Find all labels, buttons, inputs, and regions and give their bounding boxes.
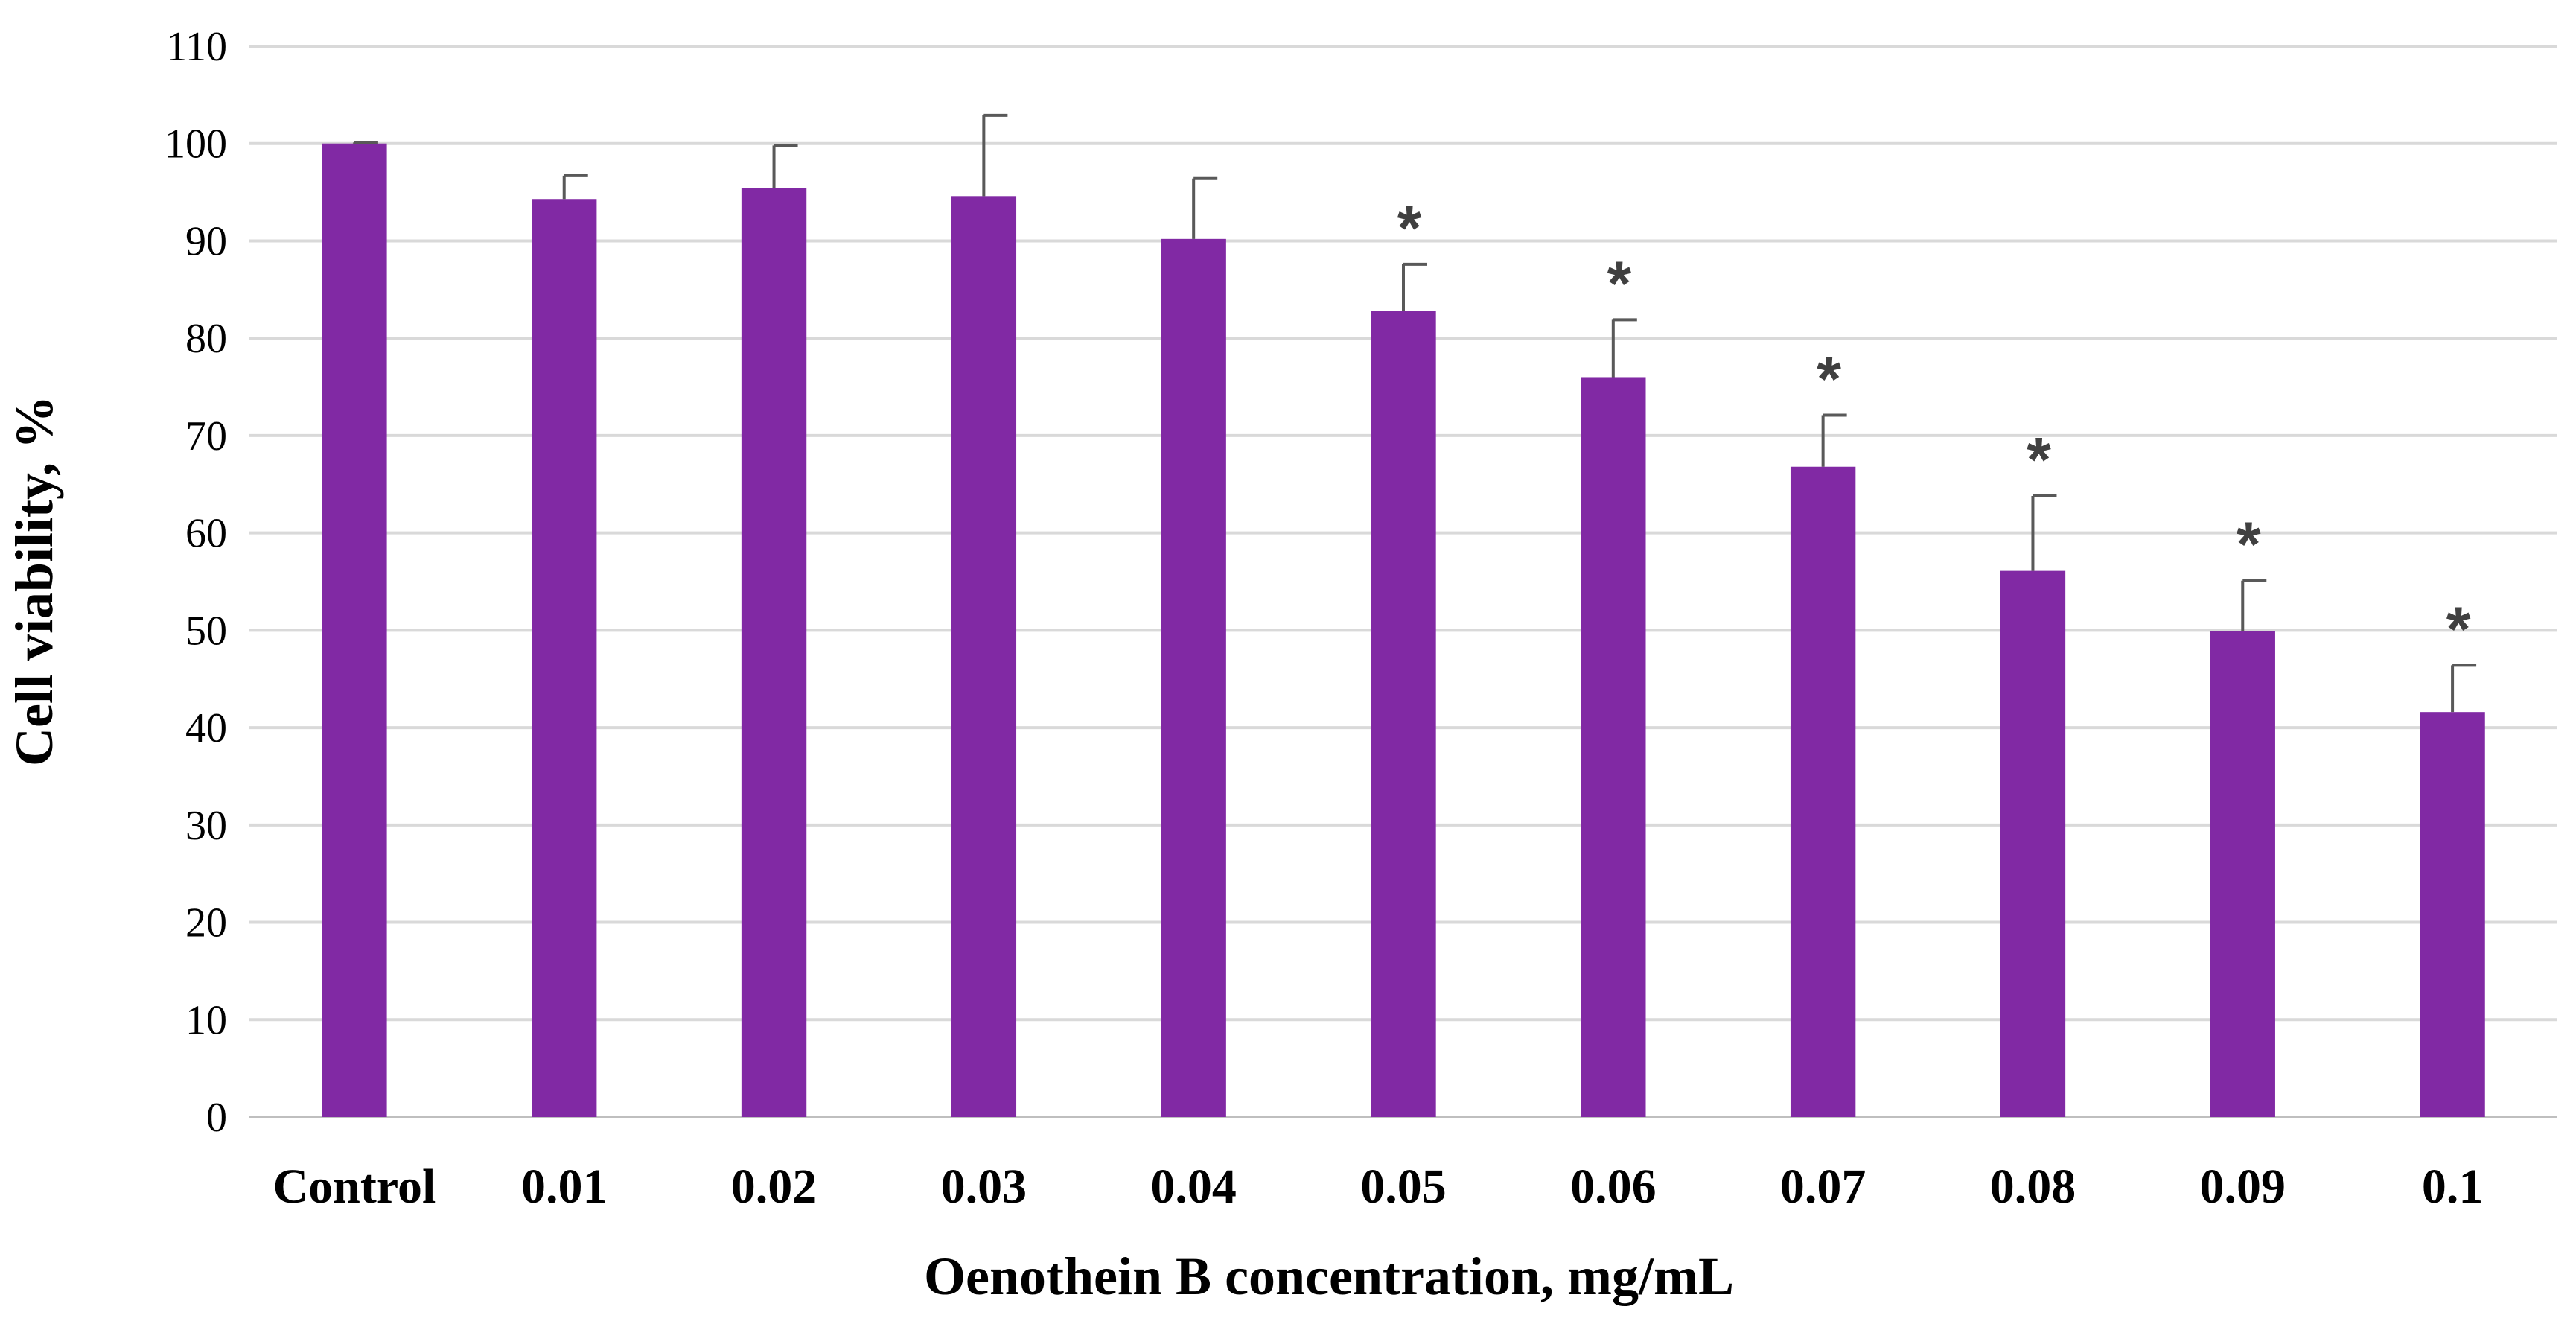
x-category-label: 0.09 [2200, 1159, 2286, 1214]
bar [2210, 631, 2275, 1117]
x-axis-categories: Control 0.01 0.02 0.03 0.04 0.05 0.06 0.07 0.08 0… [273, 1159, 2484, 1214]
x-category-label: 0.08 [1990, 1159, 2076, 1214]
bar [1790, 466, 1856, 1117]
y-tick-label: 70 [185, 413, 227, 459]
significance-marker: * [1817, 343, 1841, 413]
bar [1581, 377, 1646, 1117]
y-tick-label: 40 [185, 705, 227, 751]
bar [1161, 238, 1226, 1118]
bar [2000, 570, 2066, 1117]
error-bar [772, 144, 798, 188]
significance-marker: * [1607, 248, 1631, 318]
y-axis-title: Cell viability, % [4, 395, 64, 766]
bar [951, 196, 1017, 1117]
x-category-label: 0.07 [1780, 1159, 1866, 1214]
x-category-label: Control [273, 1159, 436, 1214]
significance-marker: * [1397, 193, 1422, 263]
error-bar [2241, 579, 2267, 631]
error-bar [2031, 494, 2057, 571]
bar [741, 188, 807, 1117]
x-category-label: 0.1 [2422, 1159, 2484, 1214]
bar [322, 143, 387, 1117]
y-tick-label: 80 [185, 316, 227, 362]
significance-marker: * [2446, 594, 2471, 664]
bar [2420, 712, 2485, 1117]
x-category-label: 0.02 [731, 1159, 817, 1214]
error-bar [1402, 262, 1427, 311]
x-axis-title: Oenothein B concentration, mg/mL [924, 1247, 1734, 1306]
x-category-label: 0.06 [1570, 1159, 1657, 1214]
y-tick-label: 60 [185, 511, 227, 557]
x-category-label: 0.01 [521, 1159, 608, 1214]
y-tick-label: 10 [185, 997, 227, 1043]
y-tick-label: 50 [185, 608, 227, 654]
x-category-label: 0.03 [941, 1159, 1027, 1214]
significance-marker: * [2027, 424, 2051, 494]
error-bar [982, 113, 1008, 197]
error-bar [2451, 664, 2477, 713]
x-category-label: 0.04 [1150, 1159, 1237, 1214]
y-tick-label: 110 [166, 24, 227, 70]
error-bar [1821, 413, 1847, 467]
significance-marker: * [2237, 509, 2261, 579]
significance-markers: * * * * * * [1397, 193, 2471, 664]
y-tick-label: 0 [206, 1095, 227, 1141]
error-bar [1192, 176, 1218, 239]
y-tick-label: 100 [165, 121, 227, 168]
y-tick-label: 20 [185, 900, 227, 946]
x-category-label: 0.05 [1360, 1159, 1447, 1214]
error-bar [562, 174, 588, 200]
error-bar [1611, 318, 1637, 378]
bar [1371, 311, 1436, 1118]
y-tick-label: 30 [185, 803, 227, 849]
bars [322, 143, 2485, 1118]
bar [532, 199, 597, 1117]
y-tick-label: 90 [185, 218, 227, 264]
error-bar [352, 141, 378, 144]
y-axis-ticks: 0 10 20 30 40 50 60 70 80 90 100 110 [165, 24, 227, 1141]
error-bars [352, 113, 2477, 713]
